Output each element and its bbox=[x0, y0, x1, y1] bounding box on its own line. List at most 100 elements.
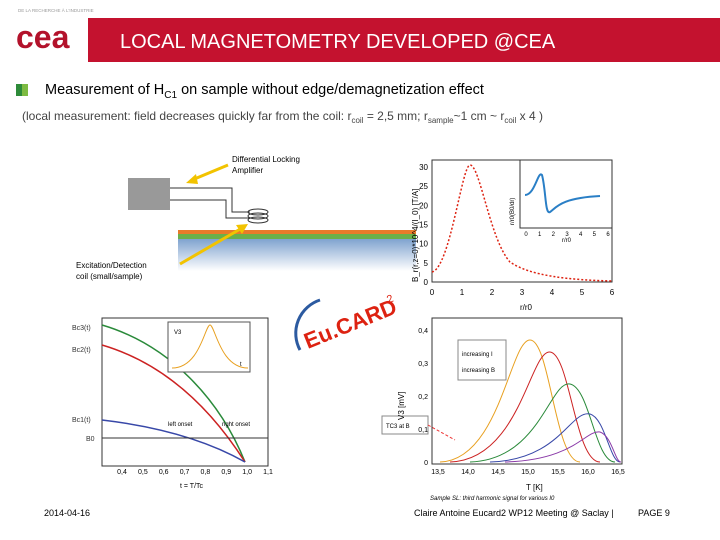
y-tick-label: 30 bbox=[419, 163, 428, 172]
inset bbox=[167, 321, 251, 373]
subtitle: (local measurement: field decreases quic… bbox=[22, 109, 543, 125]
curve bbox=[504, 431, 622, 463]
x-tick-label: 6 bbox=[606, 232, 610, 238]
st-sub: sample bbox=[428, 116, 454, 125]
x-tick-label: 0,7 bbox=[180, 469, 190, 476]
x-tick-label: 5 bbox=[593, 232, 597, 238]
wires bbox=[170, 187, 250, 219]
y-tick-label: 25 bbox=[419, 182, 428, 191]
inset-label: t bbox=[240, 362, 242, 368]
curve bbox=[469, 383, 616, 463]
heading-text: on sample without edge/demagnetization e… bbox=[177, 82, 484, 98]
x-tick-label: 16,0 bbox=[581, 469, 595, 476]
x-tick-label: 1 bbox=[538, 232, 542, 238]
x-tick-label: 3 bbox=[565, 232, 569, 238]
signal-plot: increasing I increasing B TC3 at B V3 [m… bbox=[381, 317, 625, 502]
x-tick-label: 0 bbox=[430, 288, 435, 297]
x-tick-label: 0,6 bbox=[159, 469, 169, 476]
layer bbox=[178, 234, 416, 239]
bullet bbox=[22, 84, 28, 96]
amp-label: Differential Locking bbox=[232, 155, 300, 164]
meeting: Claire Antoine Eucard2 WP12 Meeting @ Sa… bbox=[414, 508, 614, 518]
inset-label: V3 bbox=[174, 330, 182, 336]
curve bbox=[439, 339, 581, 463]
ylabel: B_r(r,z=0)*10^4/(I_0) [T/A] bbox=[411, 189, 420, 282]
coil bbox=[247, 208, 269, 216]
x-tick-label: 13,5 bbox=[431, 469, 445, 476]
y-tick-label: 15 bbox=[419, 221, 428, 230]
legend bbox=[457, 339, 507, 381]
arc bbox=[294, 298, 321, 351]
eucard-sup: 2 bbox=[385, 293, 395, 306]
bullet bbox=[16, 84, 22, 96]
label: Bc3(t) bbox=[72, 325, 91, 332]
inset-xlabel: r/r0 bbox=[562, 238, 572, 244]
x-tick-label: 4 bbox=[550, 288, 555, 297]
curve bbox=[449, 351, 601, 463]
x-tick-label: 14,5 bbox=[491, 469, 505, 476]
st: (local measurement: field decreases quic… bbox=[22, 109, 351, 123]
amp-label: Amplifier bbox=[232, 166, 263, 175]
amplifier-box bbox=[128, 178, 170, 210]
x-tick-label: 3 bbox=[520, 288, 525, 297]
arrowhead bbox=[186, 174, 198, 184]
onset: left onset bbox=[168, 422, 193, 428]
bc2 bbox=[101, 344, 246, 463]
arrow bbox=[179, 226, 243, 266]
x-tick-label: 15,0 bbox=[521, 469, 535, 476]
x-tick-label: 15,5 bbox=[551, 469, 565, 476]
x-tick-label: 0,4 bbox=[117, 469, 127, 476]
logo: cea bbox=[16, 19, 70, 55]
x-tick-label: 1 bbox=[460, 288, 465, 297]
x-tick-label: 14,0 bbox=[461, 469, 475, 476]
inset-curve bbox=[171, 324, 249, 369]
x-tick-label: 4 bbox=[579, 232, 583, 238]
field-plot: B_r(r,z=0)*10^4/(I_0) [T/A] r/r0 r/r0 r/… bbox=[411, 159, 615, 312]
arrowhead bbox=[236, 224, 248, 234]
onset: right onset bbox=[222, 422, 250, 428]
x-tick-label: 2 bbox=[552, 232, 556, 238]
coil bbox=[247, 216, 269, 224]
label: Bc1(t) bbox=[72, 417, 91, 424]
setup: Differential Locking Amplifier Excitatio… bbox=[76, 155, 416, 281]
x-tick-label: 6 bbox=[610, 288, 615, 297]
x-tick-label: 0,5 bbox=[138, 469, 148, 476]
legend-item: increasing I bbox=[462, 352, 493, 358]
xlabel: T [K] bbox=[526, 483, 543, 492]
y-tick-label: 0,4 bbox=[418, 328, 428, 335]
tagline: DE LA RECHERCHE À L'INDUSTRIE bbox=[18, 7, 94, 13]
y-tick-label: 0 bbox=[424, 460, 428, 467]
y-tick-label: 0,3 bbox=[418, 361, 428, 368]
x-tick-label: 5 bbox=[580, 288, 585, 297]
legend-item: increasing B bbox=[462, 368, 495, 374]
x-tick-label: 1,1 bbox=[263, 469, 273, 476]
bc3 bbox=[101, 324, 246, 463]
curve bbox=[431, 164, 613, 282]
label: B0 bbox=[86, 436, 95, 443]
coil bbox=[247, 212, 269, 220]
st: ~1 cm ~ r bbox=[454, 109, 505, 123]
phase-plot: Bc3(t) Bc2(t) Bc1(t) B0 V3 t left onset … bbox=[72, 317, 273, 490]
st: = 2,5 mm; r bbox=[363, 109, 427, 123]
heading-text: Measurement of H bbox=[45, 82, 164, 98]
x-tick-label: 0,9 bbox=[221, 469, 231, 476]
heading-sub: C1 bbox=[164, 90, 177, 101]
x-tick-label: 1,0 bbox=[242, 469, 252, 476]
note: TC3 at B bbox=[386, 424, 410, 430]
caption: Sample SL: third harmonic signal for var… bbox=[430, 496, 555, 502]
inset-ylabel: r/r0(B0/dr) bbox=[510, 198, 516, 225]
st-sub: coil bbox=[504, 116, 516, 125]
xlabel: t = T/Tc bbox=[180, 483, 204, 490]
coil-label: Excitation/Detection bbox=[76, 261, 147, 270]
st: x 4 ) bbox=[516, 109, 543, 123]
x-tick-label: 16,5 bbox=[611, 469, 625, 476]
y-tick-label: 0,1 bbox=[418, 427, 428, 434]
substrate bbox=[178, 239, 416, 271]
arrow bbox=[191, 163, 229, 182]
x-tick-label: 0 bbox=[524, 232, 528, 238]
title: LOCAL MAGNETOMETRY DEVELOPED @CEA bbox=[120, 31, 556, 53]
y-tick-label: 10 bbox=[419, 240, 428, 249]
coil-label: coil (small/sample) bbox=[76, 272, 143, 281]
page-number: PAGE 9 bbox=[638, 508, 670, 518]
